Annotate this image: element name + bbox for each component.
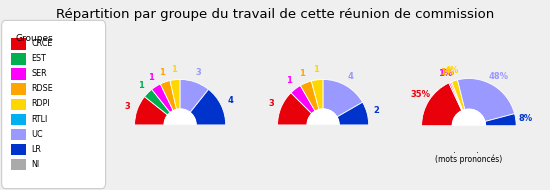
Wedge shape — [449, 82, 463, 111]
Wedge shape — [452, 80, 465, 110]
Wedge shape — [323, 79, 362, 117]
Wedge shape — [311, 79, 323, 110]
Bar — [11, 38, 26, 50]
Text: 1: 1 — [147, 74, 153, 82]
Bar — [11, 99, 26, 110]
Text: 48%: 48% — [488, 72, 508, 81]
Text: LR: LR — [31, 145, 41, 154]
Text: UC: UC — [31, 130, 43, 139]
Text: RDSE: RDSE — [31, 84, 53, 93]
Text: Groupes: Groupes — [15, 34, 53, 43]
Text: 1: 1 — [171, 65, 177, 74]
Text: Présents: Présents — [164, 142, 196, 151]
Text: EST: EST — [31, 54, 46, 63]
Text: 3: 3 — [269, 99, 274, 108]
Wedge shape — [337, 102, 368, 125]
FancyBboxPatch shape — [2, 20, 106, 189]
Wedge shape — [135, 97, 168, 125]
Wedge shape — [152, 84, 173, 112]
Bar — [11, 129, 26, 140]
Text: 1: 1 — [313, 65, 319, 74]
Wedge shape — [422, 83, 462, 126]
Text: 2: 2 — [374, 106, 379, 115]
Wedge shape — [485, 114, 516, 126]
Circle shape — [452, 109, 486, 142]
Bar — [11, 53, 26, 65]
Bar — [11, 68, 26, 80]
Wedge shape — [300, 81, 319, 111]
Wedge shape — [450, 82, 463, 111]
Wedge shape — [190, 89, 226, 125]
Text: 4: 4 — [348, 72, 354, 81]
Wedge shape — [278, 93, 312, 125]
Text: 1: 1 — [138, 81, 144, 90]
Text: CRCE: CRCE — [31, 39, 53, 48]
Bar — [11, 114, 26, 125]
Text: RDPI: RDPI — [31, 100, 50, 108]
Text: 1: 1 — [159, 68, 164, 77]
Wedge shape — [291, 86, 315, 114]
Wedge shape — [145, 89, 170, 115]
Circle shape — [307, 109, 339, 141]
Text: 1%: 1% — [440, 68, 454, 77]
Text: 35%: 35% — [410, 90, 430, 99]
Bar — [107, 125, 253, 171]
Text: NI: NI — [31, 160, 40, 169]
Text: 4%: 4% — [444, 66, 459, 75]
Wedge shape — [180, 79, 208, 112]
Text: 4: 4 — [227, 96, 233, 105]
Text: 8%: 8% — [519, 114, 533, 123]
Bar — [393, 126, 544, 173]
Bar — [250, 125, 396, 171]
Text: 3: 3 — [196, 68, 201, 77]
Text: 1%: 1% — [438, 69, 453, 78]
Wedge shape — [161, 81, 177, 111]
Text: Répartition par groupe du travail de cette réunion de commission: Répartition par groupe du travail de cet… — [56, 8, 494, 21]
Bar — [11, 159, 26, 170]
Text: 3: 3 — [125, 102, 130, 111]
Text: SER: SER — [31, 69, 47, 78]
Text: 1: 1 — [287, 76, 292, 86]
Text: Interventions: Interventions — [298, 142, 349, 151]
Text: 1: 1 — [299, 69, 305, 78]
Text: Temps de parole
(mots prononcés): Temps de parole (mots prononcés) — [435, 144, 503, 164]
Bar — [11, 83, 26, 95]
Bar — [11, 144, 26, 155]
Wedge shape — [170, 79, 180, 109]
Wedge shape — [458, 78, 515, 122]
Text: RTLI: RTLI — [31, 115, 48, 124]
Circle shape — [164, 109, 196, 141]
